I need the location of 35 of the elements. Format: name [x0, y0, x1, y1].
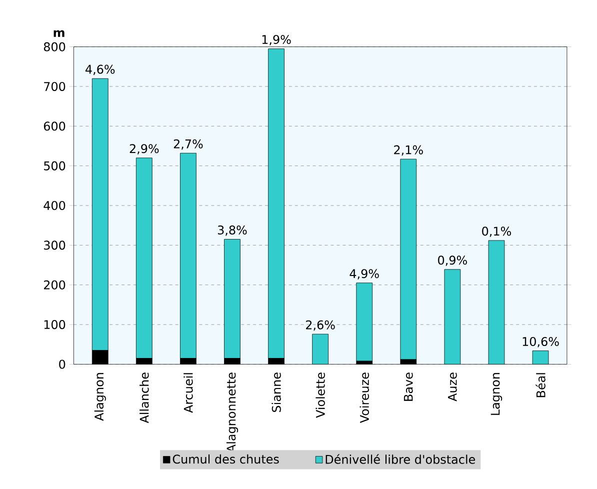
annotation: 0,1% [482, 226, 512, 237]
y-tick-label: 100 [44, 320, 66, 330]
annotation: 10,6% [522, 336, 559, 348]
x-tick-label: Allanche [140, 372, 149, 424]
y-tick-label: 400 [44, 200, 66, 210]
annotation: 1,9% [262, 34, 291, 46]
x-tick-label: Alagnonnette [226, 372, 238, 452]
annotation: 4,9% [350, 269, 379, 280]
x-tick-label: Alagnon [94, 373, 106, 421]
x-tick-label: Béal [536, 373, 546, 398]
annotation: 2,1% [394, 145, 423, 156]
x-tick-label: Bave [404, 372, 413, 401]
x-tick-label: Arcueil [184, 373, 193, 413]
x-tick-label: Violette [316, 372, 325, 418]
annotation: 2,9% [130, 144, 159, 154]
y-axis-title: m [54, 30, 64, 37]
legend-label: Cumul des chutes [172, 454, 279, 464]
y-tick-label: 300 [44, 240, 66, 250]
x-tick-label: Sianne [272, 372, 281, 412]
y-tick-label: 200 [44, 280, 66, 290]
legend-label: Dénivellé libre d'obstacle [326, 454, 476, 464]
annotation: 4,6% [86, 64, 115, 76]
annotation: 2,7% [174, 139, 203, 150]
y-tick-label: 800 [44, 42, 66, 52]
y-tick-label: 0 [59, 360, 66, 369]
y-tick-label: 700 [44, 82, 66, 91]
y-tick-label: 500 [44, 161, 66, 170]
annotation: 0,9% [438, 256, 467, 266]
x-tick-label: Auze [448, 372, 457, 402]
annotation: 2,6% [306, 320, 335, 331]
x-tick-label: Lagnon [490, 373, 502, 415]
x-tick-label: Voireuze [360, 372, 369, 424]
annotation: 3,8% [218, 225, 247, 236]
y-tick-label: 600 [44, 122, 66, 131]
bar [356, 282, 373, 362]
